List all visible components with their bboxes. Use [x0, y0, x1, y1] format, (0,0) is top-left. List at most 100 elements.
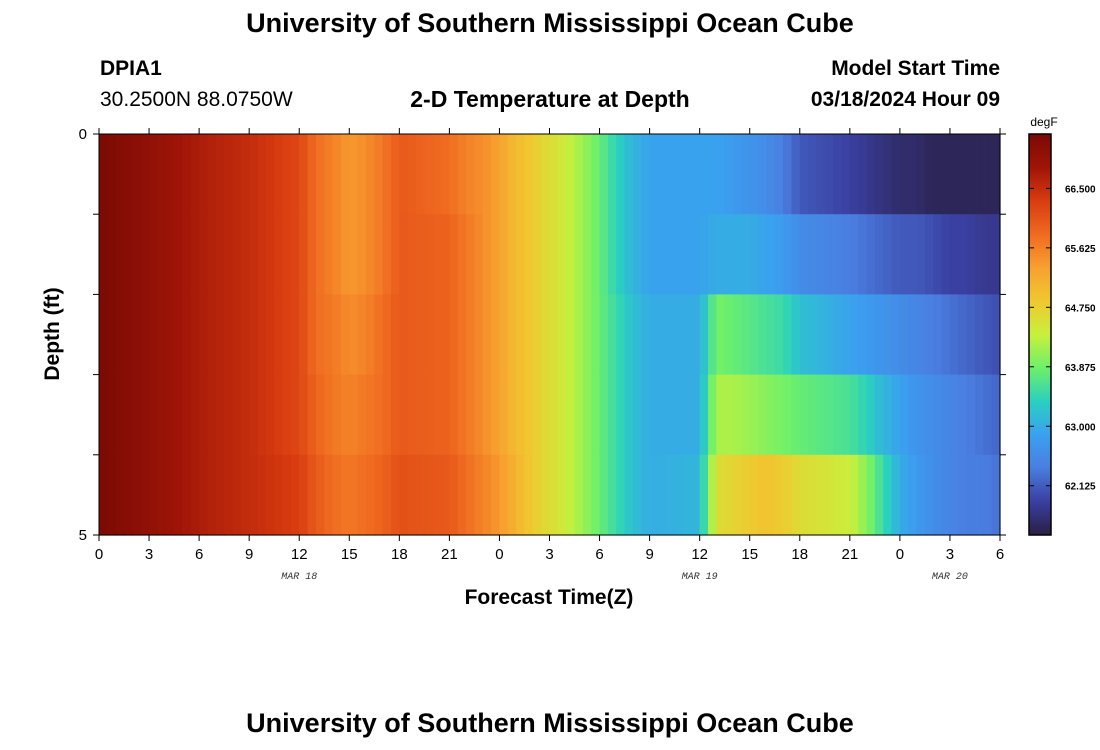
heatmap-cell	[416, 294, 425, 376]
heatmap-cell	[691, 374, 701, 456]
heatmap-cell	[215, 454, 225, 536]
heatmap-cell	[149, 294, 158, 376]
heatmap-cell	[657, 214, 667, 295]
heatmap-cell	[716, 374, 726, 456]
heatmap-cell	[991, 214, 1001, 295]
x-tick-label: 9	[645, 546, 653, 563]
heatmap-cell	[916, 454, 926, 536]
heatmap-cell	[466, 214, 476, 295]
heatmap-cell	[749, 374, 759, 456]
heatmap-cell	[574, 214, 584, 295]
heatmap-cell	[324, 134, 334, 215]
heatmap-cell	[841, 214, 851, 295]
x-tick-label: 9	[245, 546, 253, 563]
heatmap-cell	[357, 134, 367, 215]
heatmap-cell	[724, 134, 734, 215]
heatmap-cell	[607, 454, 617, 536]
heatmap-cell	[357, 454, 367, 536]
heatmap-cell	[107, 214, 117, 295]
heatmap-cell	[933, 134, 943, 215]
heatmap-cell	[641, 454, 651, 536]
heatmap-cell	[666, 454, 676, 536]
heatmap-cell	[507, 374, 517, 456]
heatmap-cell	[824, 134, 834, 215]
heatmap-cell	[491, 454, 501, 536]
x-tick-label: 0	[896, 546, 904, 563]
heatmap-cell	[691, 454, 701, 536]
heatmap-cell	[324, 454, 334, 536]
heatmap-cell	[883, 294, 893, 376]
heatmap-cell	[257, 374, 267, 456]
heatmap-cell	[591, 134, 601, 215]
heatmap-cell	[808, 134, 818, 215]
heatmap-cell	[958, 134, 968, 215]
heatmap-cell	[207, 374, 217, 456]
heatmap-cell	[357, 294, 367, 376]
heatmap-cell	[582, 454, 592, 536]
heatmap-cell	[99, 214, 108, 295]
heatmap-cell	[983, 134, 993, 215]
heatmap-cell	[966, 454, 976, 536]
heatmap-cell	[491, 214, 501, 295]
heatmap-cell	[482, 214, 492, 295]
heatmap-cell	[416, 374, 425, 456]
heatmap-cell	[808, 214, 818, 295]
heatmap-cell	[724, 214, 734, 295]
heatmap-cell	[99, 294, 108, 376]
heatmap-cell	[616, 134, 626, 215]
heatmap-cell	[357, 214, 367, 295]
heatmap-cell	[849, 374, 859, 456]
heatmap-cell	[866, 374, 876, 456]
heatmap-cell	[232, 374, 242, 456]
heatmap-cell	[866, 294, 876, 376]
heatmap-cell	[866, 134, 876, 215]
heatmap-cell	[824, 294, 834, 376]
heatmap-cell	[699, 214, 709, 295]
heatmap-cell	[733, 134, 742, 215]
heatmap-cell	[449, 454, 459, 536]
heatmap-cell	[616, 374, 626, 456]
heatmap-cell	[891, 374, 901, 456]
heatmap-cell	[616, 294, 626, 376]
heatmap-cell	[574, 374, 584, 456]
x-tick-label: 0	[495, 546, 503, 563]
heatmap-cell	[282, 294, 292, 376]
model-start-label: Model Start Time	[831, 57, 1000, 80]
heatmap-cell	[791, 134, 801, 215]
heatmap-cell	[516, 134, 526, 215]
heatmap-cell	[632, 134, 642, 215]
heatmap-cell	[966, 134, 976, 215]
heatmap-cell	[958, 454, 968, 536]
heatmap-cell	[549, 134, 559, 215]
heatmap-cell	[607, 214, 617, 295]
heatmap-cell	[349, 214, 359, 295]
heatmap-cell	[899, 134, 909, 215]
heatmap-cell	[315, 134, 325, 215]
heatmap-cell	[708, 214, 717, 295]
heatmap-cell	[891, 134, 901, 215]
heatmap-cell	[549, 454, 559, 536]
heatmap-cell	[182, 374, 192, 456]
heatmap-cell	[933, 294, 943, 376]
heatmap-cell	[941, 294, 951, 376]
heatmap-cell	[916, 374, 926, 456]
heatmap-cell	[607, 134, 617, 215]
heatmap-cell	[449, 134, 459, 215]
heatmap-cell	[365, 294, 375, 376]
x-tick-label: 15	[341, 546, 358, 563]
heatmap-cell	[858, 374, 868, 456]
heatmap-cell	[799, 134, 809, 215]
heatmap-cell	[891, 454, 901, 536]
x-tick-label: 15	[741, 546, 758, 563]
heatmap-cell	[557, 294, 567, 376]
heatmap-cell	[649, 294, 659, 376]
date-labels: MAR 18 MAR 19 MAR 20	[281, 572, 968, 583]
heatmap-cell	[657, 374, 667, 456]
heatmap-cell	[874, 374, 884, 456]
heatmap-cell	[599, 374, 609, 456]
heatmap-cell	[432, 134, 442, 215]
heatmap-cell	[816, 214, 826, 295]
heatmap-cell	[716, 214, 726, 295]
heatmap-cell	[340, 214, 350, 295]
heatmap-cell	[566, 214, 576, 295]
